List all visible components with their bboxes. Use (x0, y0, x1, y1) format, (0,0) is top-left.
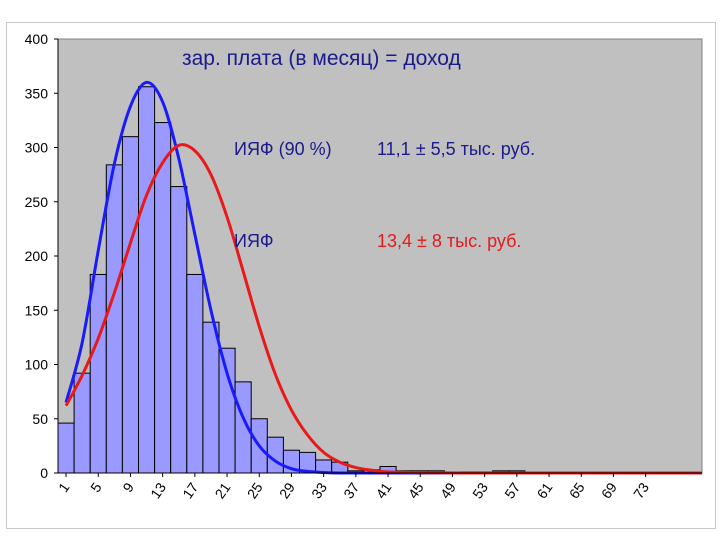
y-tick-label-350: 350 (25, 85, 49, 101)
y-tick-label-300: 300 (25, 140, 49, 156)
x-tick-label-21: 21 (211, 479, 233, 501)
x-tick-label-45: 45 (405, 479, 427, 501)
y-tick-label-50: 50 (32, 411, 48, 427)
x-tick-label-49: 49 (437, 479, 459, 501)
series-stat-blue: 11,1 ± 5,5 тыс. руб. (377, 139, 535, 159)
x-tick-label-25: 25 (244, 479, 266, 501)
bar-3 (105, 164, 123, 474)
x-tick-label-17: 17 (179, 479, 201, 501)
x-tick-label-57: 57 (501, 479, 523, 501)
y-tick-label-200: 200 (25, 248, 49, 264)
chart-frame: 0 50 100 150 200 250 300 350 400 1 5 9 13 17 21 25 29 33… (6, 22, 716, 529)
y-tick-labels: 0 50 100 150 200 250 300 350 400 (25, 31, 58, 481)
x-tick-label-61: 61 (533, 479, 555, 501)
bar-10 (218, 347, 236, 474)
x-tick-label-73: 73 (630, 479, 652, 501)
x-tick-labels: 1 5 9 13 17 21 25 29 33 37 41 45 49 53 57 61 65 69 73 (55, 473, 652, 501)
chart-title: зар. плата (в месяц) = доход (182, 47, 461, 70)
bar-4 (121, 136, 140, 474)
x-tick-label-1: 1 (55, 479, 73, 495)
bar-9 (202, 321, 220, 474)
x-tick-label-69: 69 (598, 479, 620, 501)
y-tick-label-400: 400 (25, 31, 49, 47)
bar-0 (57, 422, 75, 474)
bar-8 (186, 273, 204, 474)
bar-7 (170, 186, 188, 474)
series-label-red: ИЯФ (234, 231, 274, 251)
x-tick-label-9: 9 (119, 479, 137, 495)
histogram-chart: 0 50 100 150 200 250 300 350 400 1 5 9 13 17 21 25 29 33… (25, 31, 703, 501)
x-tick-label-53: 53 (469, 479, 491, 501)
x-tick-label-29: 29 (276, 479, 298, 501)
y-tick-label-250: 250 (25, 194, 49, 210)
series-label-blue: ИЯФ (90 %) (234, 139, 332, 159)
x-tick-label-65: 65 (566, 479, 588, 501)
x-tick-label-37: 37 (340, 479, 362, 501)
x-tick-label-5: 5 (87, 479, 105, 495)
series-stat-red: 13,4 ± 8 тыс. руб. (377, 231, 521, 251)
x-tick-label-41: 41 (372, 479, 394, 501)
bar-5 (138, 86, 156, 474)
x-tick-label-33: 33 (308, 479, 330, 501)
x-tick-label-13: 13 (147, 479, 169, 501)
y-tick-label-100: 100 (25, 357, 49, 373)
bar-2 (89, 273, 107, 474)
y-tick-label-150: 150 (25, 302, 49, 318)
y-tick-label-0: 0 (40, 465, 48, 481)
